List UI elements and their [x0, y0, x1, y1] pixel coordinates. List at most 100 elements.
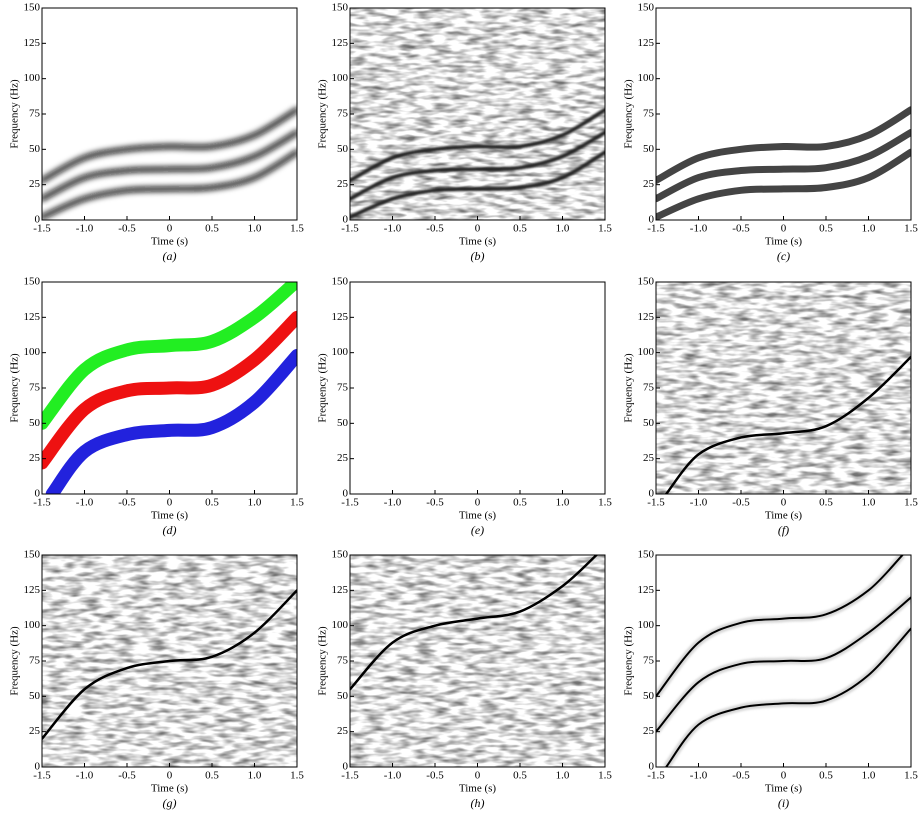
x-axis-label: Time (s): [459, 236, 497, 248]
x-tick-label: 1.0: [248, 497, 262, 509]
y-tick-label: 25: [337, 725, 349, 737]
caption: (b): [471, 249, 485, 263]
x-axis-label: Time (s): [765, 510, 803, 522]
curve: [656, 148, 911, 220]
y-tick-label: 25: [29, 452, 41, 464]
y-tick-label: 125: [638, 311, 655, 323]
x-tick-label: -1.5: [341, 497, 359, 509]
x-tick-label: 0: [781, 770, 787, 782]
panel: -1.5 -1.0 -0.5 0 0.5 1.0 1.5 0 25 50 75 100 125 150 Ti…: [623, 2, 919, 263]
plot-area: [656, 106, 911, 220]
y-tick-label: 50: [643, 143, 655, 155]
x-tick-label: 0.5: [205, 497, 219, 509]
y-tick-label: 125: [332, 37, 349, 49]
curve: [350, 150, 605, 220]
x-tick-label: -0.5: [118, 770, 136, 782]
y-tick-label: 25: [29, 178, 41, 190]
panel: -1.5 -1.0 -0.5 0 0.5 1.0 1.5 0 25 50 75 100 125 150 Ti…: [623, 276, 919, 537]
x-tick-label: -1.0: [76, 497, 94, 509]
curve: [42, 310, 297, 470]
y-tick-label: 150: [638, 276, 655, 288]
x-tick-label: 0.5: [513, 770, 527, 782]
y-tick-label: 0: [649, 761, 655, 773]
y-axis-label: Frequency (Hz): [623, 626, 635, 696]
y-axis-label: Frequency (Hz): [317, 626, 329, 696]
y-tick-label: 75: [643, 655, 655, 667]
x-tick-label: -0.5: [426, 223, 444, 235]
x-tick-label: 1.5: [904, 497, 918, 509]
curve: [656, 106, 911, 184]
caption: (h): [471, 796, 485, 810]
noise-texture: [350, 8, 605, 220]
x-tick-label: 1.0: [248, 223, 262, 235]
x-tick-label: 0.5: [819, 223, 833, 235]
y-tick-label: 100: [332, 72, 349, 84]
plot-area: [42, 107, 297, 220]
x-axis-label: Time (s): [765, 783, 803, 795]
curve: [656, 128, 911, 203]
x-tick-label: 1.0: [556, 497, 570, 509]
x-tick-label: 0: [167, 770, 173, 782]
y-tick-label: 125: [24, 311, 41, 323]
x-tick-label: -0.5: [732, 223, 750, 235]
y-axis-label: Frequency (Hz): [9, 79, 21, 149]
panel: -1.5 -1.0 -0.5 0 0.5 1.0 1.5 0 25 50 75 100 125 150 Ti…: [9, 2, 305, 263]
y-tick-label: 100: [332, 619, 349, 631]
x-axis-label: Time (s): [459, 510, 497, 522]
curve: [664, 355, 911, 494]
y-tick-label: 0: [343, 214, 349, 226]
x-tick-label: -1.0: [690, 770, 708, 782]
x-tick-label: 0: [475, 223, 481, 235]
x-tick-label: 0: [475, 497, 481, 509]
x-tick-label: 0.5: [205, 223, 219, 235]
x-axis-label: Time (s): [151, 236, 189, 248]
x-tick-label: -1.0: [384, 497, 402, 509]
y-tick-label: 100: [638, 72, 655, 84]
y-tick-label: 125: [332, 584, 349, 596]
x-tick-label: 1.5: [598, 497, 612, 509]
y-tick-label: 25: [29, 725, 41, 737]
x-axis-label: Time (s): [151, 510, 189, 522]
noise-texture: [656, 282, 911, 494]
y-tick-label: 50: [29, 417, 41, 429]
x-tick-label: 0.5: [205, 770, 219, 782]
y-axis-label: Frequency (Hz): [623, 79, 635, 149]
x-tick-label: 1.0: [556, 770, 570, 782]
y-tick-label: 150: [332, 2, 349, 14]
plot-area: [42, 282, 297, 494]
caption: (f): [778, 523, 789, 537]
x-tick-label: -1.0: [384, 223, 402, 235]
y-tick-label: 0: [35, 761, 41, 773]
x-tick-label: -1.5: [33, 770, 51, 782]
curve: [45, 348, 297, 494]
panel: -1.5 -1.0 -0.5 0 0.5 1.0 1.5 0 25 50 75 100 125 150 Ti…: [317, 549, 613, 810]
x-axis-label: Time (s): [459, 783, 497, 795]
x-tick-label: -0.5: [118, 223, 136, 235]
y-tick-label: 125: [24, 584, 41, 596]
x-tick-label: -0.5: [426, 770, 444, 782]
y-tick-label: 125: [638, 584, 655, 596]
y-tick-label: 25: [643, 452, 655, 464]
x-tick-label: 1.5: [904, 223, 918, 235]
y-tick-label: 0: [649, 214, 655, 226]
x-tick-label: 0: [167, 497, 173, 509]
curve: [350, 130, 605, 201]
x-tick-label: 0.5: [513, 497, 527, 509]
x-tick-label: -1.5: [647, 770, 665, 782]
curve: [665, 627, 911, 767]
panel: -1.5 -1.0 -0.5 0 0.5 1.0 1.5 0 25 50 75 100 125 150 Ti…: [317, 2, 613, 263]
y-tick-label: 50: [337, 417, 349, 429]
x-tick-label: 1.5: [598, 223, 612, 235]
y-tick-label: 150: [332, 276, 349, 288]
x-tick-label: -0.5: [732, 770, 750, 782]
x-tick-label: -0.5: [426, 497, 444, 509]
x-tick-label: 0.5: [819, 497, 833, 509]
y-tick-label: 0: [649, 488, 655, 500]
x-tick-label: 1.0: [862, 497, 876, 509]
x-tick-label: -1.0: [690, 497, 708, 509]
x-tick-label: -0.5: [732, 497, 750, 509]
x-tick-label: 0: [781, 223, 787, 235]
x-tick-label: 1.5: [904, 770, 918, 782]
y-tick-label: 50: [29, 690, 41, 702]
y-tick-label: 50: [337, 690, 349, 702]
